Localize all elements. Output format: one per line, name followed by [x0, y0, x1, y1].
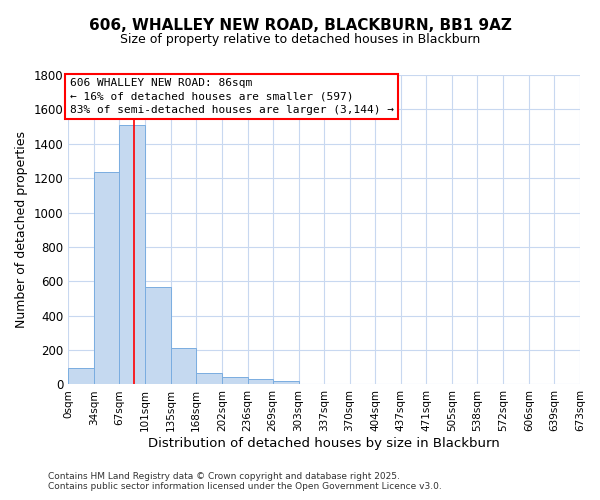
Bar: [68, 368, 94, 384]
Y-axis label: Number of detached properties: Number of detached properties: [15, 131, 28, 328]
Text: 606 WHALLEY NEW ROAD: 86sqm
← 16% of detached houses are smaller (597)
83% of se: 606 WHALLEY NEW ROAD: 86sqm ← 16% of det…: [70, 78, 394, 115]
X-axis label: Distribution of detached houses by size in Blackburn: Distribution of detached houses by size …: [148, 437, 500, 450]
Bar: [196, 374, 222, 384]
Bar: [119, 125, 145, 384]
Bar: [94, 172, 119, 384]
Text: Size of property relative to detached houses in Blackburn: Size of property relative to detached ho…: [120, 32, 480, 46]
Text: Contains public sector information licensed under the Open Government Licence v3: Contains public sector information licen…: [48, 482, 442, 491]
Bar: [171, 348, 196, 384]
Bar: [273, 381, 299, 384]
Bar: [222, 376, 248, 384]
Text: Contains HM Land Registry data © Crown copyright and database right 2025.: Contains HM Land Registry data © Crown c…: [48, 472, 400, 481]
Bar: [248, 380, 273, 384]
Text: 606, WHALLEY NEW ROAD, BLACKBURN, BB1 9AZ: 606, WHALLEY NEW ROAD, BLACKBURN, BB1 9A…: [89, 18, 511, 32]
Bar: [145, 288, 171, 384]
